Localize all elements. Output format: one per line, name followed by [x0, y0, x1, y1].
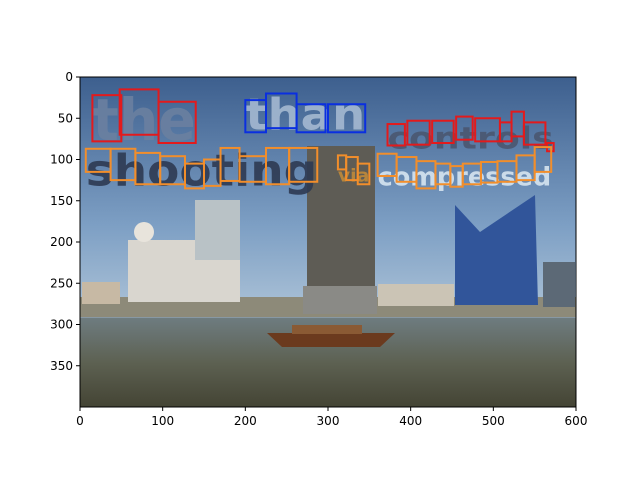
- x-tick-label: 0: [76, 414, 84, 428]
- word-via: via: [338, 165, 369, 186]
- y-tick-label: 150: [50, 194, 73, 208]
- y-tick-label: 0: [65, 70, 73, 84]
- char-box-controls-8: [522, 121, 547, 146]
- x-tick-label: 200: [234, 414, 257, 428]
- y-tick-label: 350: [50, 359, 73, 373]
- building-dome: [134, 222, 154, 242]
- building-hotel-tower: [195, 200, 240, 260]
- char-box-controls-4: [455, 115, 474, 141]
- char-box-the-3: [157, 100, 197, 144]
- char-box-compressed-10: [533, 146, 553, 173]
- y-tick-label: 50: [58, 111, 73, 125]
- char-box-controls-1: [386, 123, 406, 147]
- char-box-than-3: [295, 103, 327, 134]
- y-tick-label: 300: [50, 318, 73, 332]
- x-axis: 0 100 200 300 400 500 600: [76, 407, 587, 428]
- boat: [267, 333, 395, 347]
- x-tick-label: 100: [151, 414, 174, 428]
- building-mid-small: [378, 284, 454, 306]
- y-axis: 0 50 100 150 200 250 300 350: [50, 70, 80, 373]
- annotation-boxes: [84, 88, 555, 190]
- y-tick-label: 250: [50, 276, 73, 290]
- char-box-controls-2: [406, 119, 431, 146]
- word-compressed: compressed: [378, 162, 552, 192]
- x-tick-label: 400: [399, 414, 422, 428]
- char-box-the-1: [91, 94, 123, 143]
- char-box-via-3: [356, 162, 371, 186]
- x-tick-label: 300: [317, 414, 340, 428]
- y-tick-label: 200: [50, 235, 73, 249]
- building-blue-tower: [455, 195, 538, 305]
- x-tick-label: 500: [482, 414, 505, 428]
- building-right: [543, 262, 575, 307]
- char-box-controls-3: [431, 119, 455, 144]
- building-center-base: [303, 286, 377, 314]
- char-box-than-4: [327, 103, 367, 134]
- boat-cabin: [292, 325, 362, 334]
- char-box-shooting-10: [288, 146, 319, 183]
- y-tick-label: 100: [50, 153, 73, 167]
- x-tick-label: 600: [565, 414, 588, 428]
- building-left-small: [82, 282, 120, 304]
